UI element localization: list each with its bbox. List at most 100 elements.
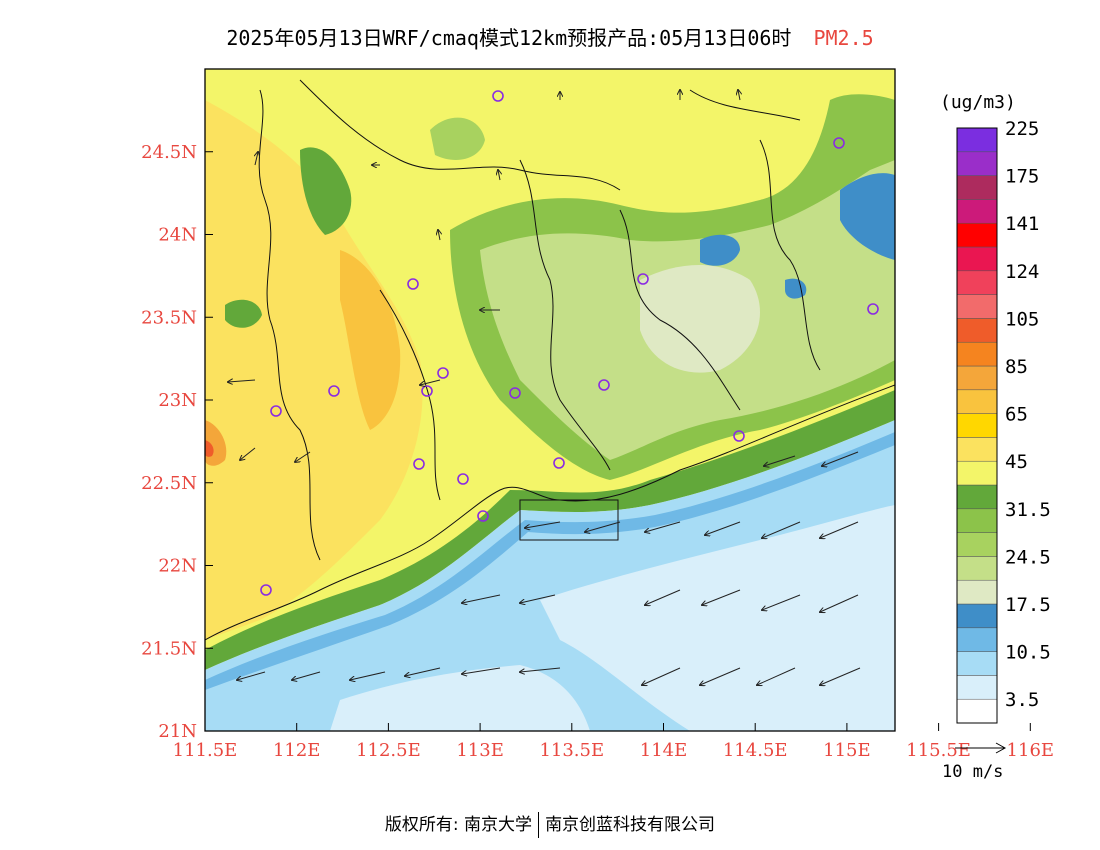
colorbar-label: 31.5 (1005, 499, 1051, 521)
colorbar-bin (956, 484, 998, 510)
wind-arrow (462, 594, 501, 603)
colorbar-label: 3.5 (1005, 689, 1039, 711)
colorbar-label: 105 (1005, 308, 1039, 330)
wind-arrow (498, 170, 500, 181)
colorbar-bin (956, 651, 998, 676)
colorbar-bin (956, 556, 998, 581)
copyright-footer: 版权所有: 南京大学 南京创蓝科技有限公司 (0, 810, 1100, 838)
colorbar-label: 225 (1005, 118, 1039, 140)
x-tick-label: 112.5E (356, 740, 421, 761)
colorbar-label: 85 (1005, 356, 1028, 378)
concentration-field (205, 69, 895, 731)
colorbar-bin (956, 627, 998, 652)
wind-arrow (702, 589, 741, 605)
x-tick-label: 115E (823, 740, 871, 761)
colorbar-bin (956, 675, 998, 700)
x-tick-label: 112E (273, 740, 321, 761)
wind-arrow (762, 521, 801, 538)
station-marker (407, 278, 419, 290)
x-tick-label: 116E (1007, 740, 1055, 761)
colorbar-unit: (ug/m3) (940, 92, 1016, 113)
x-tick-label: 111.5E (173, 740, 238, 761)
wind-arrow (820, 521, 859, 538)
wind-reference-label: 10 m/s (942, 762, 1004, 782)
station-marker (492, 90, 504, 102)
wind-arrow (525, 521, 561, 528)
colorbar-bin (956, 246, 998, 272)
wind-arrow (820, 594, 859, 612)
colorbar-bin (956, 413, 998, 438)
station-marker (553, 457, 565, 469)
station-marker (437, 367, 449, 379)
station-marker (733, 430, 745, 442)
colorbar-bin (956, 698, 998, 724)
wind-arrow (705, 521, 741, 535)
x-tick-label: 113.5E (539, 740, 604, 761)
station-marker (867, 303, 879, 315)
wind-arrow (420, 379, 441, 385)
wind-arrow (295, 451, 311, 462)
station-marker (270, 405, 282, 417)
wind-arrow (438, 230, 440, 241)
colorbar-bin (956, 270, 998, 295)
title-main: 2025年05月13日WRF/cmaq模式12km预报产品:05月13日06时 (226, 26, 792, 50)
y-tick-label: 23.5N (141, 307, 197, 328)
y-tick-label: 23N (158, 390, 197, 411)
wind-arrow (645, 521, 681, 532)
colorbar-label: 10.5 (1005, 642, 1051, 664)
colorbar-bin (956, 579, 998, 605)
wind-arrow (762, 594, 801, 610)
colorbar-bin (956, 127, 998, 153)
colorbar-bin (956, 532, 998, 557)
x-tick-label: 113E (456, 740, 504, 761)
footer-separator (538, 812, 540, 838)
colorbar-label: 45 (1005, 451, 1028, 473)
colorbar-bin (956, 175, 998, 200)
station-marker (457, 473, 469, 485)
colorbar-label: 24.5 (1005, 546, 1051, 568)
y-tick-label: 24N (158, 225, 197, 246)
wind-arrow (292, 671, 321, 680)
wind-arrow (520, 667, 561, 672)
wind-arrow (237, 671, 266, 680)
colorbar-bin (956, 199, 998, 224)
station-marker (421, 385, 433, 397)
colorbar-bin (956, 151, 998, 176)
colorbar-bin (956, 437, 998, 462)
title-variable: PM2.5 (813, 26, 874, 50)
wind-arrow (520, 594, 556, 603)
y-tick-label: 22.5N (141, 473, 197, 494)
y-tick-label: 21N (158, 721, 197, 742)
colorbar-label: 124 (1005, 261, 1039, 283)
wind-arrow (240, 447, 256, 460)
wind-arrow (350, 671, 386, 680)
station-marker (833, 137, 845, 149)
y-tick-label: 24.5N (141, 142, 197, 163)
footer-right: 南京创蓝科技有限公司 (545, 815, 716, 835)
colorbar-bin (956, 222, 998, 248)
y-tick-label: 22N (158, 556, 197, 577)
wind-vectors (228, 90, 861, 685)
colorbar-bin (956, 389, 998, 414)
station-marker (413, 458, 425, 470)
colorbar-label: 175 (1005, 166, 1039, 188)
station-marker (260, 584, 272, 596)
wind-arrow (757, 667, 796, 685)
colorbar-bin (956, 318, 998, 343)
wind-arrow (462, 667, 501, 674)
station-marker (328, 385, 340, 397)
wind-arrow (405, 667, 441, 676)
wind-arrow (738, 90, 740, 101)
station-marker (637, 273, 649, 285)
colorbar-label: 141 (1005, 213, 1039, 235)
y-tick-label: 21.5N (141, 638, 197, 659)
station-markers (260, 90, 879, 596)
x-tick-label: 115.5E (906, 740, 971, 761)
colorbar: 3.5 10.5 17.5 24.5 31.5 45 65 85 105 124 141 175 225 (956, 118, 1051, 724)
x-tick-label: 114E (640, 740, 688, 761)
map-title: 2025年05月13日WRF/cmaq模式12km预报产品:05月13日06时 … (0, 22, 1100, 51)
wind-arrow (645, 589, 681, 605)
colorbar-bin (956, 341, 998, 367)
wind-arrow (822, 451, 859, 466)
colorbar-bin (956, 365, 998, 391)
